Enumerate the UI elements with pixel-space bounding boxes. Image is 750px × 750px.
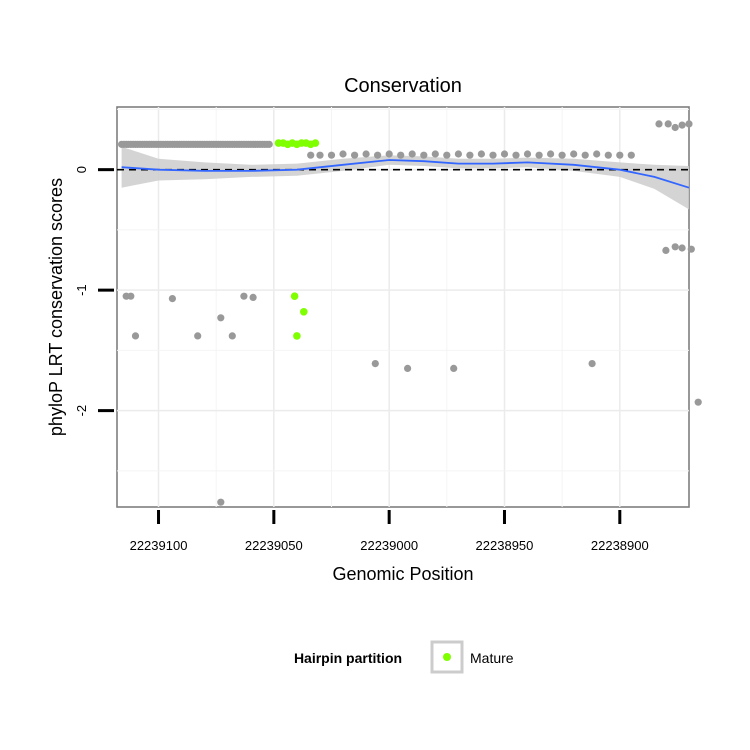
y-tick-label: -1 — [74, 284, 89, 296]
point-other — [420, 151, 428, 159]
y-axis: 0 -1 -2 — [74, 166, 114, 416]
point-other — [127, 292, 135, 300]
smooth-curve — [121, 159, 690, 189]
point-other — [588, 360, 596, 368]
point-other — [131, 332, 140, 340]
point-other — [616, 151, 624, 159]
point-other — [307, 151, 315, 159]
point-other — [339, 150, 347, 158]
point-other — [678, 244, 686, 252]
point-mature — [311, 139, 320, 147]
x-tick-label: 22239000 — [360, 538, 418, 553]
point-other — [671, 123, 679, 132]
x-tick-label: 22239050 — [245, 538, 303, 553]
point-other — [512, 151, 520, 159]
x-tick-label: 22238900 — [591, 538, 649, 553]
point-other — [240, 292, 248, 300]
point-other — [327, 151, 336, 159]
point-other — [168, 295, 176, 303]
point-other — [558, 151, 566, 159]
point-mature — [300, 308, 308, 316]
point-other — [604, 151, 612, 159]
smooth-confidence-band — [121, 146, 690, 210]
point-other — [454, 150, 462, 158]
point-mature — [293, 332, 301, 340]
point-mature — [290, 292, 299, 301]
point-other — [404, 364, 412, 372]
point-other — [500, 150, 509, 158]
point-other — [671, 243, 679, 251]
point-other — [662, 246, 670, 254]
point-other — [523, 150, 532, 158]
x-tick-label: 22239100 — [130, 538, 188, 553]
point-other — [397, 151, 405, 159]
point-other — [685, 120, 693, 128]
point-other — [694, 398, 702, 406]
point-other — [678, 121, 686, 129]
point-other — [443, 151, 451, 159]
point-other — [687, 245, 695, 253]
legend-label-mature: Mature — [470, 650, 514, 666]
confidence-band — [121, 146, 690, 210]
x-axis-title: Genomic Position — [332, 564, 473, 584]
point-other — [489, 151, 497, 159]
point-other — [217, 314, 225, 322]
legend-key-mature-dot — [443, 653, 451, 661]
point-other — [249, 293, 257, 301]
point-other — [228, 332, 236, 340]
point-other — [316, 151, 324, 159]
data-points — [118, 120, 702, 506]
y-tick-label: 0 — [74, 166, 89, 173]
point-other — [655, 120, 663, 128]
chart-title: Conservation — [344, 75, 462, 97]
point-other — [362, 150, 370, 158]
point-other — [374, 151, 382, 159]
point-other-band — [265, 140, 273, 148]
point-other — [535, 151, 543, 159]
point-other — [547, 150, 555, 158]
point-other — [371, 360, 379, 368]
point-other — [217, 498, 225, 506]
y-tick-label: -2 — [74, 405, 89, 417]
x-axis: 22239100 22239050 22239000 22238950 22238900 — [130, 510, 649, 553]
legend-title: Hairpin partition — [294, 650, 402, 666]
point-other — [385, 150, 393, 158]
point-other — [431, 150, 439, 158]
point-other — [477, 150, 485, 158]
point-other — [408, 150, 416, 158]
point-other — [593, 150, 601, 158]
point-other — [664, 120, 672, 128]
point-other — [351, 151, 359, 159]
point-other — [194, 332, 202, 340]
point-other — [581, 151, 589, 159]
y-axis-title: phyloP LRT conservation scores — [46, 178, 66, 436]
point-other — [627, 151, 635, 159]
point-other — [570, 150, 578, 158]
point-other — [450, 364, 458, 372]
x-tick-label: 22238950 — [476, 538, 534, 553]
point-other — [466, 151, 474, 159]
legend: Hairpin partition Mature — [294, 640, 514, 674]
smooth-line — [121, 159, 690, 189]
